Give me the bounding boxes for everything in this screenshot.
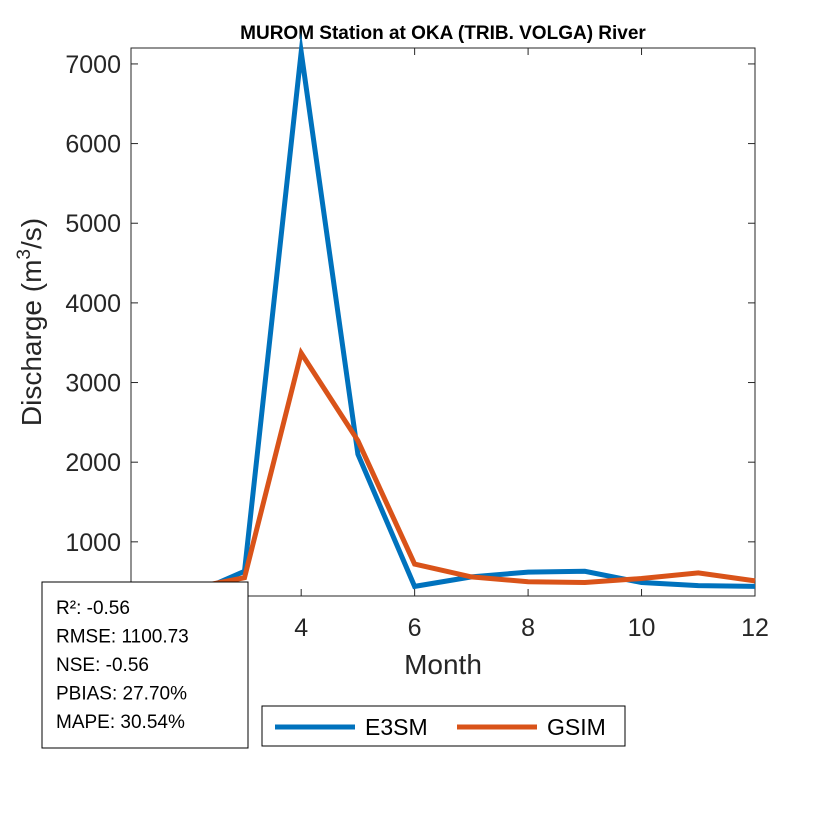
y-axis-label-sup: 3 [14,249,35,260]
y-axis-label-main: Discharge (m [16,260,47,426]
y-tick-label: 4000 [65,290,121,318]
stats-separator: : [110,712,121,733]
x-tick-label: 8 [521,614,535,642]
stats-label: MAPE [56,712,110,733]
stats-label: RMSE [56,627,111,648]
stats-value: 27.70% [123,684,188,705]
stats-line: MAPE: 30.54% [56,712,185,733]
stats-line: PBIAS: 27.70% [56,684,187,705]
stats-box: R²: -0.56 RMSE: 1100.73 NSE: -0.56 PBIAS: 2… [41,581,249,749]
stats-value: -0.56 [106,655,149,676]
y-tick-label: 7000 [65,51,121,79]
y-tick-label: 5000 [65,210,121,238]
x-axis-label: Month [404,649,482,680]
stats-box-frame [41,581,249,749]
stats-value: -0.56 [87,598,130,619]
stats-separator: : [111,627,122,648]
legend-label-e3sm: E3SM [365,714,428,740]
stats-value: 1100.73 [121,627,188,648]
chart-title: MUROM Station at OKA (TRIB. VOLGA) River [240,23,646,44]
stats-label: PBIAS [56,684,112,705]
legend-label-gsim: GSIM [547,714,606,740]
stats-separator: : [112,684,123,705]
y-tick-label: 2000 [65,449,121,477]
x-tick-label: 6 [408,614,422,642]
x-tick-label: 12 [741,614,769,642]
plot-area [130,47,756,597]
stats-line: RMSE: 1100.73 [56,627,189,648]
y-axis-label-tail: /s) [16,218,47,249]
stats-separator: : [95,655,106,676]
y-tick-label: 3000 [65,370,121,398]
stats-value: 30.54% [120,712,185,733]
plot-frame [130,47,756,597]
stats-separator: : [76,598,87,619]
stats-line: R²: -0.56 [56,598,130,619]
axis-ticks: 4 6 8 10 12 1000 2000 3000 4000 5000 6000 7000 [65,48,769,642]
legend: E3SM GSIM [261,705,626,747]
y-axis-label: Discharge (m3/s) [14,218,47,426]
stats-line: NSE: -0.56 [56,655,149,676]
series-line-gsim [130,346,756,592]
x-tick-label: 4 [294,614,308,642]
stats-label: R² [56,598,76,619]
series-lines [130,31,756,599]
y-tick-label: 6000 [65,131,121,159]
stats-label: NSE [56,655,95,676]
x-tick-label: 10 [628,614,656,642]
y-tick-label: 1000 [65,529,121,557]
series-line-e3sm [131,31,756,599]
